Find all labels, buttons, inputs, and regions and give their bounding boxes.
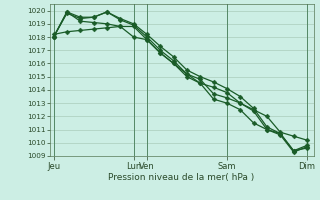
X-axis label: Pression niveau de la mer( hPa ): Pression niveau de la mer( hPa ) <box>108 173 255 182</box>
